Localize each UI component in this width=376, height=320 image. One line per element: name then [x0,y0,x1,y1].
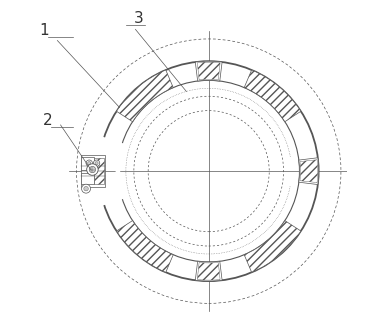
Text: 1: 1 [40,23,49,38]
Wedge shape [117,70,173,122]
Wedge shape [197,62,220,80]
Text: 3: 3 [134,11,144,26]
Bar [81,155,105,187]
Text: 2: 2 [43,113,53,128]
Bar [81,173,94,184]
Wedge shape [244,70,301,122]
Circle shape [95,162,98,165]
Bar [94,158,103,184]
Wedge shape [244,220,301,272]
Wedge shape [197,262,220,280]
Circle shape [87,164,98,175]
Circle shape [84,187,88,191]
Bar [81,157,94,170]
Wedge shape [195,261,222,281]
Circle shape [93,160,100,166]
Circle shape [88,162,91,165]
Wedge shape [195,61,222,81]
Circle shape [82,184,91,193]
Wedge shape [117,220,173,272]
Wedge shape [299,158,318,185]
Circle shape [89,166,96,173]
Wedge shape [300,160,318,182]
Circle shape [86,160,92,166]
